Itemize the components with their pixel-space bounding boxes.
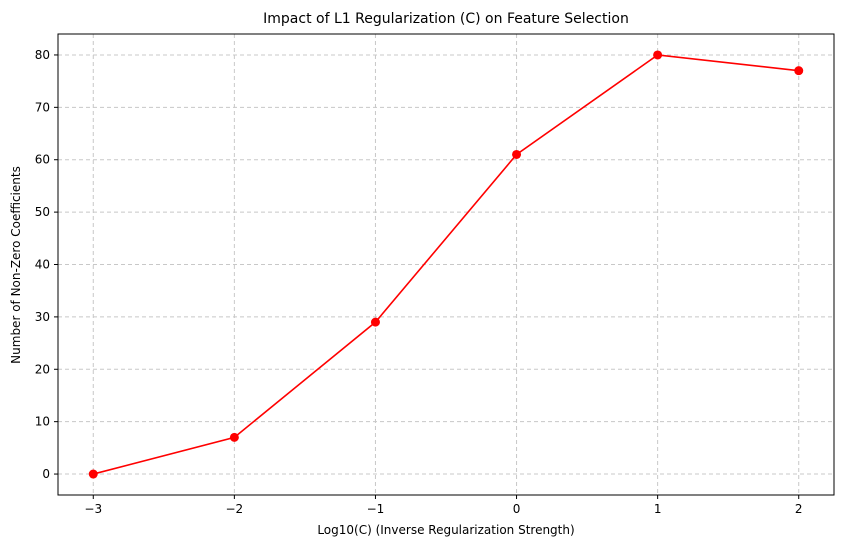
series-layer xyxy=(88,50,804,479)
data-point xyxy=(88,469,98,479)
x-tick-label: −2 xyxy=(226,502,244,516)
x-axis-label: Log10(C) (Inverse Regularization Strengt… xyxy=(317,523,574,537)
y-tick-label: 70 xyxy=(35,100,50,114)
y-tick-label: 60 xyxy=(35,153,50,167)
x-tick-label: 2 xyxy=(795,502,803,516)
x-tick-label: −3 xyxy=(84,502,102,516)
x-tick-label: 1 xyxy=(654,502,662,516)
x-axis-ticks: −3 −2 −1 0 1 2 xyxy=(84,495,803,516)
x-tick-label: −1 xyxy=(367,502,385,516)
data-point xyxy=(653,50,663,60)
y-tick-label: 10 xyxy=(35,415,50,429)
y-tick-label: 40 xyxy=(35,258,50,272)
y-tick-label: 50 xyxy=(35,205,50,219)
data-point xyxy=(229,432,239,442)
grid xyxy=(58,34,834,495)
y-tick-label: 20 xyxy=(35,362,50,376)
series-line xyxy=(93,54,799,475)
data-point xyxy=(370,317,380,327)
x-tick-label: 0 xyxy=(513,502,521,516)
y-tick-label: 80 xyxy=(35,48,50,62)
y-tick-label: 0 xyxy=(42,467,50,481)
y-tick-label: 30 xyxy=(35,310,50,324)
y-axis-ticks: 0 10 20 30 40 50 60 70 80 xyxy=(35,48,58,481)
data-point xyxy=(794,66,804,76)
data-point xyxy=(512,149,522,159)
chart-title: Impact of L1 Regularization (C) on Featu… xyxy=(263,11,629,27)
y-axis-label: Number of Non-Zero Coefficients xyxy=(9,166,23,364)
